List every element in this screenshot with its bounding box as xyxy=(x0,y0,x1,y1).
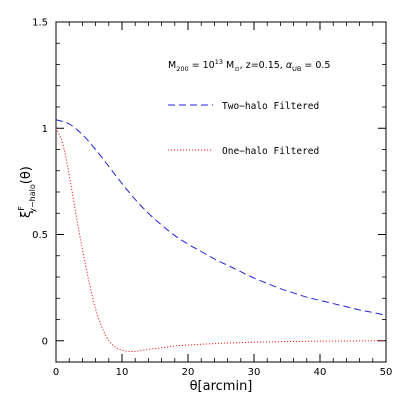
y-tick-label: 1.5 xyxy=(32,18,48,29)
series-line-0 xyxy=(55,119,387,316)
annotation-text: M200 = 1013 M⊙, z=0.15, αUB = 0.5 xyxy=(168,58,330,73)
y-tick-label: 0.5 xyxy=(32,230,48,241)
x-axis-title: θ[arcmin] xyxy=(190,379,253,394)
y-tick-label: 0 xyxy=(42,336,48,347)
legend-label-one-halo: One−halo Filtered xyxy=(222,146,319,157)
legend: Two−halo Filtered One−halo Filtered xyxy=(168,101,319,157)
y-axis-title: ξF y−halo(θ) xyxy=(17,166,37,218)
x-tick-label: 30 xyxy=(248,367,261,378)
x-tick-label: 10 xyxy=(116,367,129,378)
legend-label-two-halo: Two−halo Filtered xyxy=(222,101,319,112)
series-line-1 xyxy=(55,128,387,353)
y-axis-title-base: ξ xyxy=(19,211,34,218)
y-axis-title-suffix: (θ) xyxy=(19,166,34,184)
x-tick-label: 20 xyxy=(182,367,195,378)
y-tick-label: 1 xyxy=(42,124,48,135)
y-axis-title-superscript: F xyxy=(17,206,26,211)
axis-tick-labels: 0 10 20 30 40 50 0 0.5 1 1.5 xyxy=(32,18,392,379)
axis-ticks xyxy=(55,21,387,363)
x-tick-label: 50 xyxy=(380,367,393,378)
x-tick-label: 40 xyxy=(314,367,327,378)
plot-frame xyxy=(55,21,387,363)
x-tick-label: 0 xyxy=(53,367,59,378)
y-axis-title-subscript: y−halo xyxy=(28,184,37,213)
series-layer xyxy=(55,119,387,353)
